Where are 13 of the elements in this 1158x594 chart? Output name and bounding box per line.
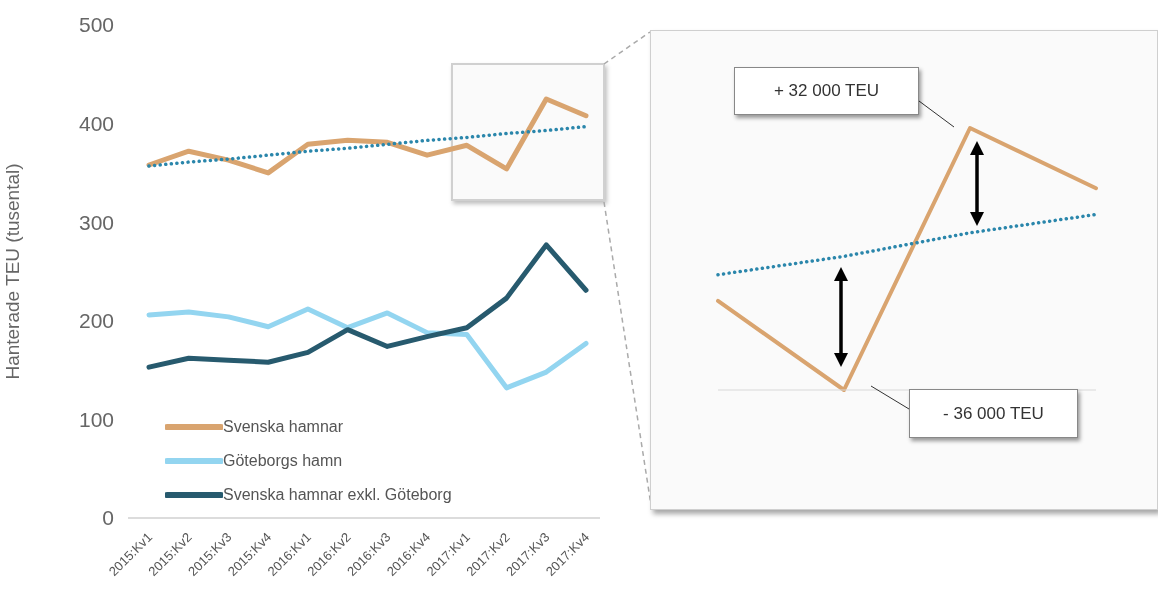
text: - 36 000 TEU: [943, 403, 1044, 424]
y-tick-label: 400: [78, 112, 114, 136]
y-tick-label: 300: [78, 210, 114, 234]
y-axis-title: Hanterade TEU (tusental): [1, 163, 23, 380]
y-tick-label: 100: [78, 407, 114, 431]
text: + 32 000 TEU: [773, 81, 880, 101]
legend-label: Svenska hamnar exkl. Göteborg: [223, 486, 452, 504]
legend-label: Svenska hamnar: [223, 418, 344, 436]
line-series: [147, 124, 588, 168]
y-tick-label: 200: [78, 309, 114, 333]
y-tick-label: 500: [78, 13, 114, 37]
y-tick-label: 0: [102, 506, 114, 530]
legend-label: Göteborgs hamn: [223, 452, 343, 470]
